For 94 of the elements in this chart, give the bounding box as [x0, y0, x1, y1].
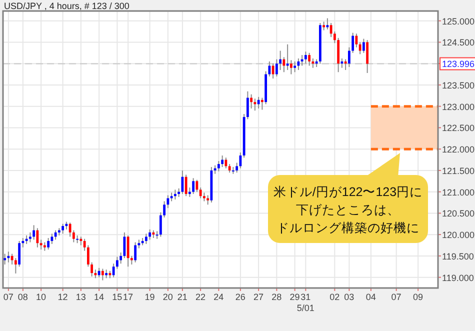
y-tick-label: 125.000: [442, 16, 475, 26]
x-tick-label: 04: [366, 292, 376, 302]
y-tick-label: 120.000: [442, 230, 475, 240]
candlestick: [348, 46, 350, 68]
candlestick: [366, 40, 369, 74]
candlestick: [217, 160, 220, 172]
candlestick: [254, 98, 256, 112]
candlestick: [286, 44, 289, 70]
candlestick: [14, 258, 17, 274]
candlestick: [47, 237, 50, 250]
y-tick-label: 120.500: [442, 208, 475, 219]
candlestick: [174, 189, 176, 200]
candlestick: [196, 179, 198, 192]
candlestick: [62, 223, 64, 234]
candlestick: [221, 154, 224, 168]
x-tick-label: 03: [344, 292, 354, 302]
x-tick-label: 02: [330, 292, 340, 302]
candlestick: [181, 170, 184, 194]
candlestick: [159, 212, 162, 238]
candlestick: [144, 233, 148, 244]
candlestick: [250, 94, 253, 109]
x-tick-label: 21: [177, 292, 188, 302]
candlestick: [101, 268, 104, 281]
candlestick: [206, 194, 210, 206]
x-tick-label: 13: [76, 292, 86, 302]
picture-callout: 米ドル/円が122〜123円に下げたところは、ドルロング構築の好機に: [268, 153, 428, 243]
x-tick-label: 26: [235, 292, 246, 302]
candlestick: [272, 63, 274, 80]
candlestick: [148, 228, 152, 240]
y-tick-label: 124.500: [442, 38, 475, 48]
candlestick: [90, 262, 94, 277]
candlestick: [86, 244, 90, 268]
candlestick: [18, 240, 21, 268]
candlestick: [326, 18, 329, 30]
x-tick-label: 10: [36, 292, 46, 302]
x-tick-label: 07: [391, 292, 402, 302]
y-tick-label: 119.000: [442, 272, 474, 283]
candlestick: [337, 37, 340, 73]
x-tick-label: 19: [144, 292, 155, 302]
chart-title: USD/JPY , 4 hours, # 123 / 300: [4, 1, 130, 11]
x-tick-label: 24: [214, 292, 224, 302]
candlestick: [304, 51, 307, 64]
candlestick: [126, 234, 130, 268]
x-tick-label: 12: [58, 292, 68, 302]
candlestick: [362, 38, 365, 54]
x-tick-label: 17: [123, 292, 134, 302]
x-tick-label: 27: [254, 292, 264, 302]
candlestick: [32, 224, 36, 240]
x-tick-label: 14: [94, 292, 104, 302]
candlestick: [188, 187, 191, 198]
y-tick-label: 122.000: [442, 144, 475, 155]
y-tick-label: 123.000: [442, 102, 475, 112]
candlestick: [163, 200, 166, 218]
x-tick-label: 09: [413, 292, 424, 302]
x-tick-label: 22: [196, 292, 206, 302]
candlestick: [36, 228, 39, 248]
candlestick: [40, 239, 42, 250]
x-tick-label: 29: [290, 292, 300, 302]
candlestick: [355, 33, 358, 48]
candlestick: [28, 232, 32, 243]
x-tick-label: 20: [162, 292, 173, 302]
candlestick: [344, 58, 347, 70]
candlestick: [275, 58, 278, 77]
x-tick-label: 15: [112, 292, 122, 302]
candlestick: [358, 42, 362, 55]
x-tick-label: 08: [18, 292, 28, 302]
y-tick-label: 119.500: [442, 251, 474, 262]
candlestick: [260, 97, 264, 110]
y-tick-label: 122.500: [442, 123, 475, 134]
candlestick: [224, 157, 228, 169]
candlestick: [308, 52, 311, 66]
candlestick: [297, 58, 300, 70]
y-tick-label: 123.500: [442, 80, 475, 90]
candlestick: [199, 187, 202, 199]
candlestick: [184, 174, 188, 197]
candlestick: [54, 230, 57, 240]
candlestick: [300, 54, 304, 66]
candlestick: [352, 32, 354, 54]
annotation: 米ドル/円が122〜123円に下げたところは、ドルロング構築の好機に: [273, 185, 423, 235]
candlestick: [279, 50, 282, 70]
candlestick: [192, 178, 195, 194]
candlestick: [239, 152, 242, 169]
candlestick: [294, 60, 296, 73]
y-tick-label: 121.500: [442, 166, 475, 176]
candlestick: [257, 96, 260, 109]
candlestick: [7, 251, 10, 263]
candlestick: [290, 60, 292, 75]
candlestick: [98, 267, 100, 278]
ref-line-label: 123.996: [442, 59, 475, 70]
x-tick-label: 07: [3, 292, 14, 302]
candlestick: [134, 242, 137, 263]
y-tick-label: 121.000: [442, 187, 475, 198]
x-tick-label: 28: [272, 292, 282, 302]
candlestick: [340, 58, 344, 68]
